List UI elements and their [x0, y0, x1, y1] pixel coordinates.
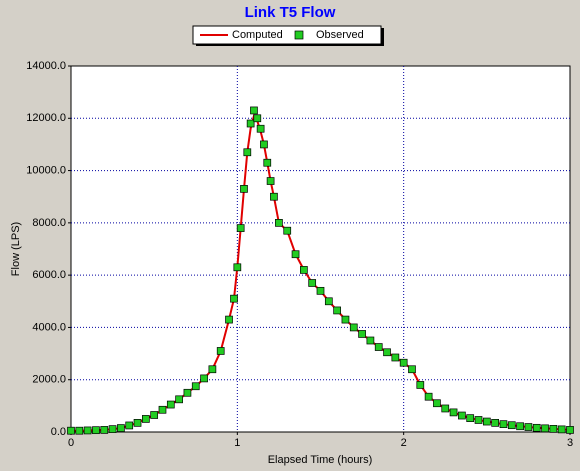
- marker: [158, 405, 167, 414]
- marker: [263, 158, 272, 167]
- legend-swatch: [294, 30, 304, 40]
- marker: [399, 358, 408, 367]
- marker: [324, 297, 333, 306]
- marker: [316, 286, 325, 295]
- marker: [183, 388, 192, 397]
- marker: [349, 323, 358, 332]
- marker: [83, 426, 92, 435]
- marker: [256, 124, 265, 133]
- y-tick-label: 4000.0: [32, 321, 66, 333]
- marker: [466, 414, 475, 422]
- legend-label: Observed: [316, 29, 364, 41]
- marker: [424, 392, 433, 401]
- y-tick-label: 14000.0: [26, 60, 66, 72]
- marker: [225, 315, 233, 324]
- marker: [507, 421, 516, 430]
- marker: [108, 425, 117, 433]
- marker: [100, 426, 109, 434]
- marker: [433, 399, 441, 408]
- y-tick-label: 2000.0: [32, 374, 66, 386]
- marker: [75, 426, 84, 435]
- marker: [253, 114, 262, 123]
- legend-box: [192, 25, 382, 45]
- y-tick-label: 12000.0: [26, 112, 66, 124]
- marker: [532, 423, 541, 432]
- marker: [216, 347, 225, 355]
- marker: [541, 424, 549, 433]
- x-tick-label: 3: [567, 437, 573, 449]
- marker: [557, 425, 566, 434]
- marker: [233, 263, 242, 272]
- marker: [250, 106, 258, 115]
- marker: [366, 336, 375, 345]
- marker: [150, 411, 159, 419]
- marker: [516, 422, 524, 431]
- marker: [125, 421, 134, 430]
- marker: [333, 306, 341, 315]
- y-tick-label: 8000.0: [32, 217, 66, 229]
- x-axis-label: Elapsed Time (hours): [268, 454, 373, 466]
- marker: [270, 192, 278, 201]
- marker: [474, 416, 483, 424]
- marker: [308, 279, 317, 287]
- y-tick-label: 0.0: [51, 426, 66, 438]
- marker: [230, 294, 238, 303]
- legend-label: Computed: [232, 29, 283, 41]
- marker: [246, 119, 255, 128]
- marker: [391, 353, 400, 362]
- chart-title: Link T5 Flow: [245, 4, 336, 21]
- marker: [482, 417, 491, 426]
- marker: [566, 426, 574, 434]
- marker: [243, 148, 252, 157]
- x-tick-label: 2: [401, 437, 407, 449]
- marker: [266, 177, 275, 185]
- marker: [408, 365, 416, 374]
- marker: [441, 404, 450, 413]
- marker: [142, 415, 150, 423]
- marker: [260, 140, 268, 149]
- marker: [67, 426, 75, 435]
- marker: [166, 400, 175, 409]
- marker: [549, 425, 558, 433]
- marker: [208, 365, 217, 374]
- marker: [191, 382, 200, 391]
- marker: [275, 219, 283, 227]
- y-tick-label: 6000.0: [32, 269, 66, 281]
- marker: [117, 424, 125, 432]
- marker: [200, 374, 208, 383]
- marker: [499, 420, 508, 429]
- marker: [283, 226, 292, 235]
- marker: [236, 224, 245, 232]
- y-tick-label: 10000.0: [26, 164, 66, 176]
- marker: [374, 343, 383, 351]
- marker: [416, 381, 425, 389]
- marker: [524, 423, 533, 431]
- marker: [383, 348, 391, 357]
- marker: [341, 315, 350, 324]
- marker: [175, 395, 183, 404]
- marker: [240, 185, 248, 193]
- marker: [291, 250, 300, 259]
- marker: [92, 426, 100, 435]
- marker: [133, 419, 142, 427]
- x-tick-label: 0: [68, 437, 74, 449]
- marker: [449, 408, 458, 417]
- marker: [300, 266, 308, 274]
- marker: [458, 411, 466, 420]
- marker: [491, 419, 499, 427]
- marker: [358, 330, 366, 338]
- plot-area: [70, 65, 571, 433]
- y-axis-label: Flow (LPS): [10, 222, 22, 276]
- x-tick-label: 1: [234, 437, 240, 449]
